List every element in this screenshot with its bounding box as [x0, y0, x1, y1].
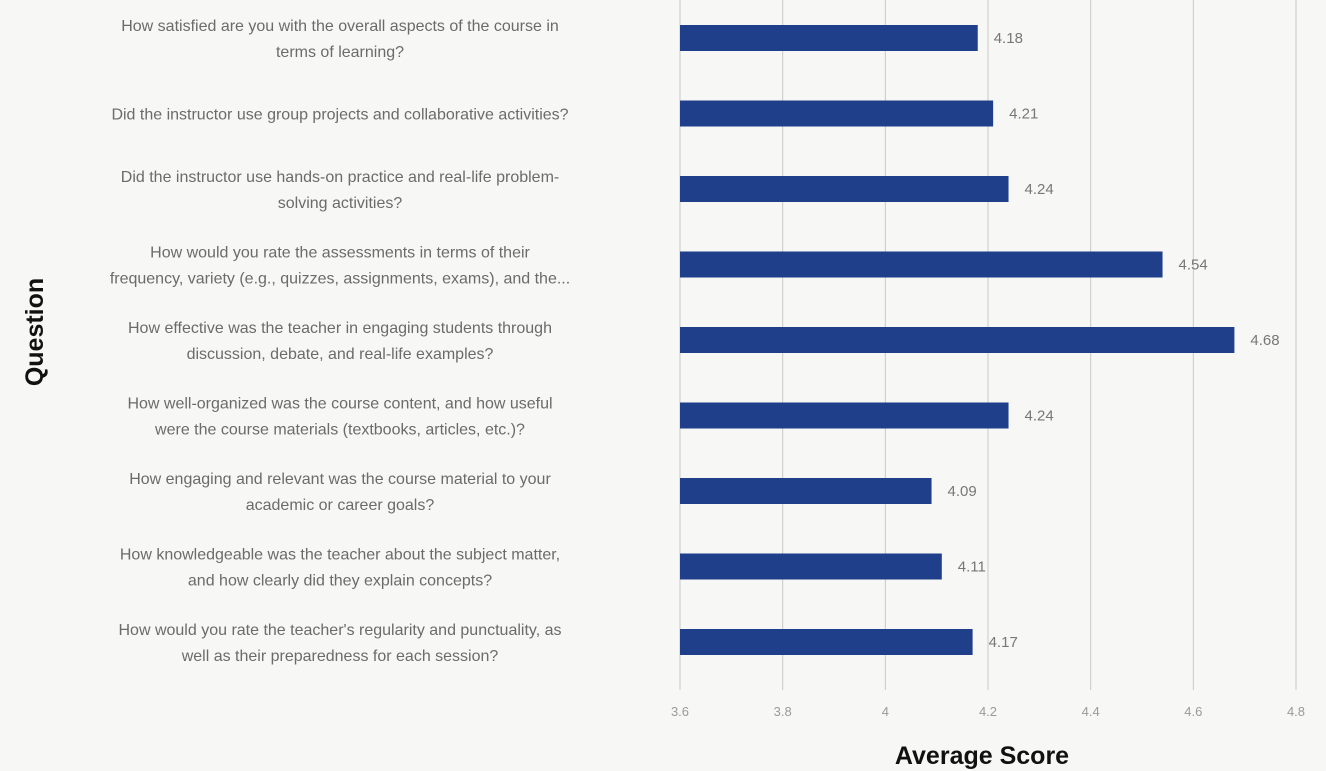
bar	[680, 629, 973, 655]
category-label: How effective was the teacher in engagin…	[128, 320, 552, 363]
category-label-line: How knowledgeable was the teacher about …	[120, 547, 560, 564]
category-label-line: How would you rate the teacher's regular…	[119, 622, 562, 639]
category-label: How would you rate the teacher's regular…	[119, 622, 562, 665]
category-label: Did the instructor use hands-on practice…	[121, 169, 559, 212]
data-label: 4.24	[1025, 181, 1054, 198]
category-label: How well-organized was the course conten…	[127, 396, 552, 439]
x-tick-label: 4.2	[979, 704, 997, 719]
data-label: 4.11	[958, 559, 986, 576]
x-tick-label: 4.4	[1082, 704, 1100, 719]
category-label-line: Did the instructor use group projects an…	[111, 107, 568, 124]
category-label-line: academic or career goals?	[246, 497, 435, 514]
data-label: 4.21	[1009, 106, 1038, 123]
data-label: 4.54	[1179, 257, 1208, 274]
bar	[680, 176, 1009, 202]
x-tick-label: 4.6	[1184, 704, 1202, 719]
category-label-line: solving activities?	[278, 195, 403, 212]
data-label: 4.17	[989, 634, 1018, 651]
bar	[680, 25, 978, 51]
category-label: How would you rate the assessments in te…	[110, 245, 570, 288]
bar	[680, 100, 994, 127]
x-tick-label: 4	[882, 704, 889, 719]
category-label: How engaging and relevant was the course…	[129, 471, 551, 514]
x-tick-label: 3.6	[671, 704, 689, 719]
bar	[680, 478, 932, 504]
category-label-line: were the course materials (textbooks, ar…	[154, 422, 525, 439]
category-label-line: How engaging and relevant was the course…	[129, 471, 551, 488]
data-label: 4.24	[1025, 408, 1054, 425]
bar	[680, 553, 942, 580]
x-tick-label: 3.8	[774, 704, 792, 719]
category-label-line: How satisfied are you with the overall a…	[121, 18, 559, 35]
bars	[680, 25, 1235, 655]
category-label-line: How effective was the teacher in engagin…	[128, 320, 552, 337]
data-label: 4.09	[948, 483, 977, 500]
category-label-line: frequency, variety (e.g., quizzes, assig…	[110, 271, 570, 288]
category-label-line: terms of learning?	[276, 44, 404, 61]
category-label-line: Did the instructor use hands-on practice…	[121, 169, 559, 186]
category-label-line: How well-organized was the course conten…	[127, 396, 552, 413]
category-label: How knowledgeable was the teacher about …	[120, 547, 560, 590]
category-label: How satisfied are you with the overall a…	[121, 18, 559, 61]
x-axis-title: Average Score	[895, 742, 1069, 770]
value-labels: 4.18 4.21 4.24 4.54 4.68 4.24 4.09 4.11 4.17	[948, 30, 1280, 651]
data-label: 4.68	[1250, 332, 1279, 349]
category-label-line: well as their preparedness for each sess…	[181, 648, 499, 665]
bar	[680, 251, 1163, 278]
category-label: Did the instructor use group projects an…	[111, 107, 568, 124]
bar	[680, 402, 1009, 429]
category-labels: How satisfied are you with the overall a…	[110, 18, 570, 665]
category-label-line: discussion, debate, and real-life exampl…	[187, 346, 494, 363]
x-tick-labels: 3.6 3.8 4 4.2 4.4 4.6 4.8	[671, 704, 1305, 719]
bar	[680, 327, 1235, 353]
category-label-line: and how clearly did they explain concept…	[188, 573, 492, 590]
category-label-line: How would you rate the assessments in te…	[150, 245, 530, 262]
x-tick-label: 4.8	[1287, 704, 1305, 719]
data-label: 4.18	[994, 30, 1023, 47]
y-axis-title: Question	[21, 278, 49, 386]
